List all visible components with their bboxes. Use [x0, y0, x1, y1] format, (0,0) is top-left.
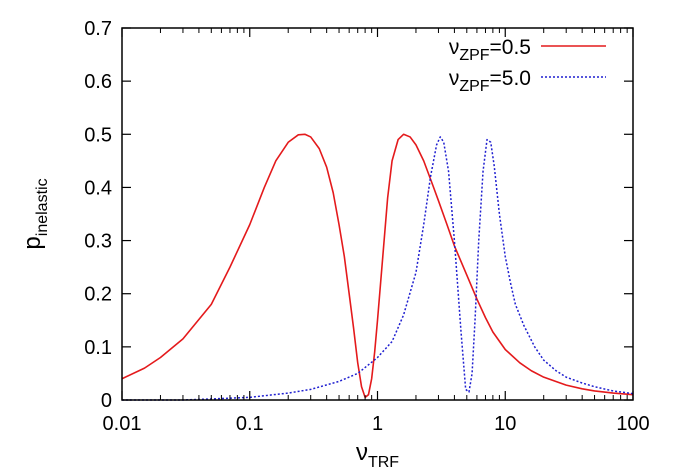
ticks-layer: 0.01 0.1 1 10 100 0 0.1 0.2 0.3 0.4 0.5 0.6 0.7 — [84, 18, 650, 435]
y-tick-label: 0.5 — [84, 124, 112, 146]
x-axis-label: νTRF — [356, 439, 399, 471]
y-axis-label-sub: inelastic — [34, 178, 51, 236]
legend-label-suffix: =5.0 — [490, 67, 531, 90]
series-points-2 — [121, 136, 634, 401]
x-tick-label: 10 — [494, 413, 516, 435]
plot-frame — [121, 27, 634, 401]
legend-label-sub: ZPF — [459, 78, 489, 95]
y-axis-label: pinelastic — [19, 178, 51, 249]
x-axis-label-base: ν — [356, 439, 368, 466]
series-layer — [121, 133, 634, 401]
x-tick-label: 1 — [372, 413, 383, 435]
y-tick-label: 0.4 — [84, 177, 112, 199]
legend-label-base: ν — [449, 36, 460, 59]
series-line-1 — [121, 133, 634, 399]
y-tick-label: 0.6 — [84, 71, 112, 93]
y-tick-label: 0.2 — [84, 284, 112, 306]
x-axis-label-sub: TRF — [368, 454, 399, 471]
series-line-2 — [122, 136, 634, 401]
y-tick-label: 0.1 — [84, 337, 112, 359]
y-axis-label-base: p — [19, 236, 46, 249]
legend-label-base: ν — [449, 67, 460, 90]
legend-label-1: νZPF=0.5 — [449, 36, 531, 64]
legend-label-2: νZPF=5.0 — [449, 67, 531, 95]
y-tick-label: 0.3 — [84, 231, 112, 253]
y-tick-label: 0.7 — [84, 18, 112, 40]
legend-label-suffix: =0.5 — [490, 36, 531, 59]
x-tick-label: 0.1 — [236, 413, 264, 435]
y-tick-label: 0 — [101, 390, 112, 412]
x-tick-label: 100 — [616, 413, 649, 435]
legend-label-sub: ZPF — [459, 47, 489, 64]
x-tick-label: 0.01 — [103, 413, 142, 435]
